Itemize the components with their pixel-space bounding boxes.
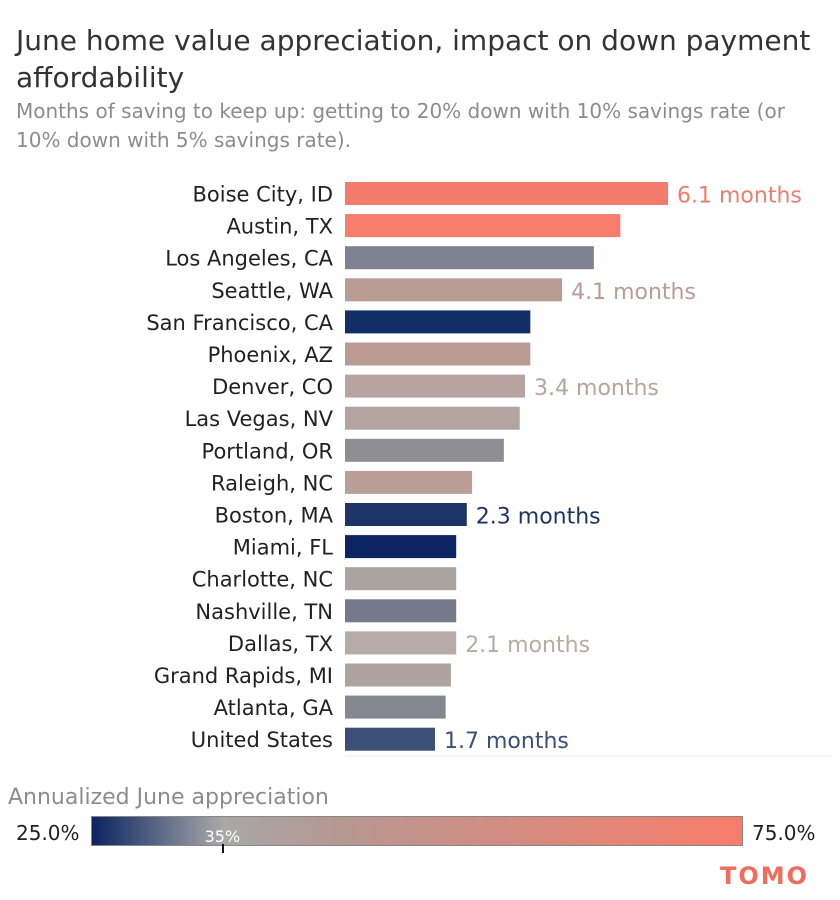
- legend-gradient-bar: 35%: [91, 816, 743, 853]
- bar-phoenix-az: [345, 342, 531, 366]
- category-label-denver-co: Denver, CO: [212, 375, 333, 399]
- bar-austin-tx: [345, 214, 621, 238]
- chart-subtitle: Months of saving to keep up: getting to …: [16, 99, 785, 152]
- bar-grand-rapids-mi: [345, 663, 451, 687]
- bar-los-angeles-ca: [345, 246, 594, 270]
- bar-portland-or: [345, 438, 504, 462]
- legend-title: Annualized June appreciation: [8, 785, 329, 810]
- bar-united-states: [345, 727, 436, 751]
- category-label-los-angeles-ca: Los Angeles, CA: [165, 247, 333, 271]
- data-label-seattle-wa: 4.1 months: [571, 280, 696, 305]
- data-label-dallas-tx: 2.1 months: [465, 633, 590, 658]
- category-label-miami-fl: Miami, FL: [233, 536, 334, 560]
- legend-max-label: 75.0%: [752, 821, 816, 845]
- category-label-austin-tx: Austin, TX: [226, 215, 333, 239]
- bar-boston-ma: [345, 503, 467, 526]
- bar-chart: Boise City, ID Austin, TX Los Angeles, CA S…: [146, 182, 832, 757]
- chart-title: June home value appreciation, impact on …: [16, 24, 811, 94]
- bar-dallas-tx: [345, 631, 457, 655]
- category-label-boise-city-id: Boise City, ID: [193, 183, 334, 207]
- bar-san-francisco-ca: [345, 310, 531, 334]
- category-label-atlanta-ga: Atlanta, GA: [214, 696, 334, 720]
- category-label-dallas-tx: Dallas, TX: [228, 632, 333, 656]
- category-label-boston-ma: Boston, MA: [215, 504, 334, 528]
- bar-atlanta-ga: [345, 695, 446, 719]
- bar-nashville-tn: [345, 599, 457, 623]
- legend-marker-tick: [222, 844, 224, 853]
- category-label-grand-rapids-mi: Grand Rapids, MI: [154, 664, 333, 688]
- bar-denver-co: [345, 374, 526, 398]
- bar-raleigh-nc: [345, 470, 473, 494]
- legend-min-label: 25.0%: [16, 821, 80, 845]
- legend-marker-label: 35%: [204, 827, 241, 846]
- category-label-portland-or: Portland, OR: [202, 439, 333, 463]
- data-label-denver-co: 3.4 months: [534, 376, 659, 401]
- bar-boise-city-id: [345, 182, 668, 205]
- category-label-phoenix-az: Phoenix, AZ: [208, 343, 333, 367]
- brand-logo: TOMO: [720, 862, 810, 890]
- category-label-las-vegas-nv: Las Vegas, NV: [185, 407, 334, 431]
- data-label-united-states: 1.7 months: [444, 729, 569, 754]
- bar-las-vegas-nv: [345, 406, 520, 430]
- bar-seattle-wa: [345, 278, 563, 302]
- data-label-boise-city-id: 6.1 months: [677, 184, 802, 209]
- category-label-charlotte-nc: Charlotte, NC: [192, 568, 333, 592]
- category-label-seattle-wa: Seattle, WA: [211, 279, 333, 303]
- bar-miami-fl: [345, 535, 457, 559]
- category-label-raleigh-nc: Raleigh, NC: [211, 471, 333, 495]
- category-label-united-states: United States: [191, 728, 333, 752]
- category-label-san-francisco-ca: San Francisco, CA: [146, 311, 333, 335]
- category-label-nashville-tn: Nashville, TN: [195, 600, 333, 624]
- data-label-boston-ma: 2.3 months: [476, 505, 601, 530]
- bar-charlotte-nc: [345, 567, 457, 591]
